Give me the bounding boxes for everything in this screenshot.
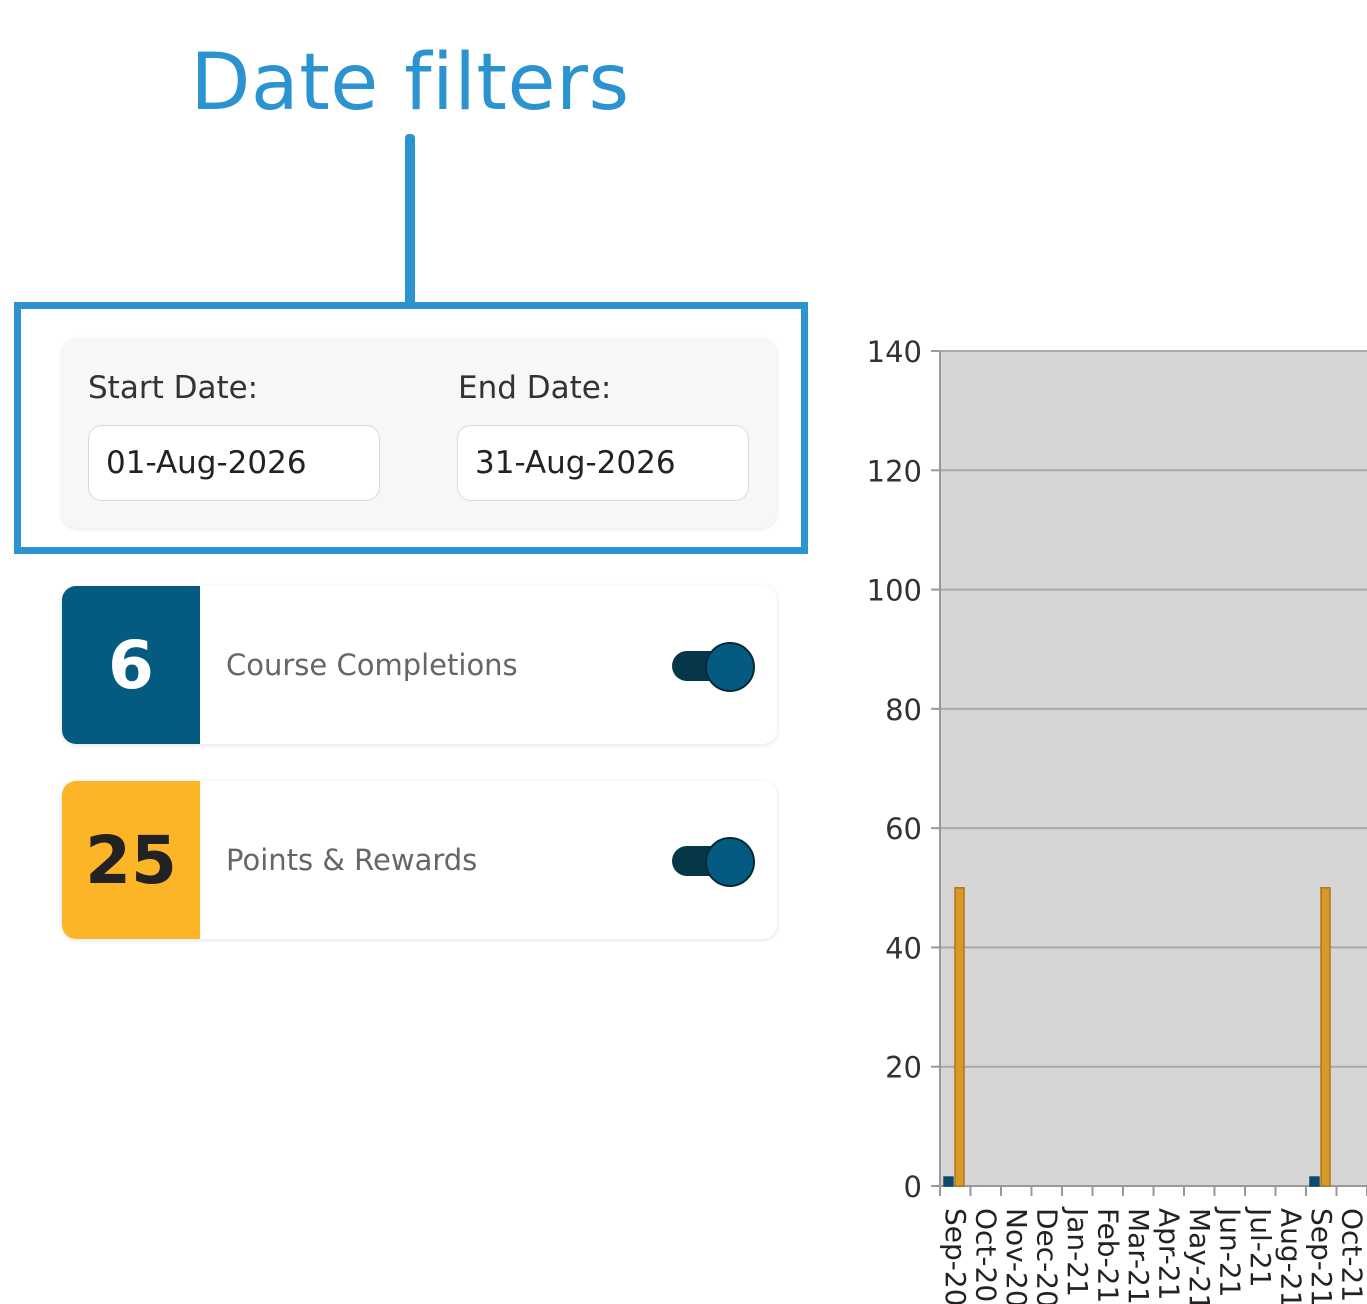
y-tick-label: 60 [885,812,922,846]
end-date-label: End Date: [458,370,612,406]
x-tick-label: Apr-21 [1153,1208,1186,1300]
toggle-knob [705,837,755,887]
date-filters-highlight [14,302,808,554]
x-tick-label: Sep-20 [939,1208,972,1304]
points-rewards-toggle[interactable] [672,837,755,887]
bar [954,887,965,1187]
course-completions-label: Course Completions [226,648,518,682]
x-tick-label: Jun-21 [1214,1206,1247,1297]
x-tick-label: Mar-21 [1122,1208,1155,1304]
plot-area [940,351,1367,1186]
toggle-knob [705,642,755,692]
x-tick-label: Aug-21 [1275,1208,1308,1304]
start-date-input[interactable] [88,425,380,501]
y-tick-label: 100 [867,574,922,608]
end-date-input[interactable] [457,425,749,501]
points-rewards-label: Points & Rewards [226,843,478,877]
y-tick-label: 20 [885,1051,922,1085]
x-tick-label: Oct-21 [1336,1208,1367,1302]
y-tick-label: 140 [867,335,922,369]
callout-connector [405,134,415,306]
x-tick-label: Feb-21 [1092,1208,1125,1303]
y-tick-label: 0 [904,1170,922,1204]
stat-card-points-rewards: 25 Points & Rewards [62,781,777,939]
points-rewards-count: 25 [62,781,200,939]
stat-card-course-completions: 6 Course Completions [62,586,777,744]
x-tick-label: Nov-20 [1000,1208,1033,1304]
y-tick-label: 120 [867,454,922,488]
x-tick-label: Sep-21 [1305,1208,1338,1304]
y-tick-label: 80 [885,693,922,727]
x-tick-label: Jul-21 [1244,1206,1277,1288]
bar [1320,887,1331,1187]
x-tick-label: Oct-20 [970,1208,1003,1302]
course-completions-count: 6 [62,586,200,744]
x-tick-label: Dec-20 [1031,1208,1064,1304]
x-tick-label: May-21 [1183,1208,1216,1304]
start-date-label: Start Date: [88,370,259,406]
bar [1309,1176,1320,1187]
course-completions-toggle[interactable] [672,642,755,692]
callout-title: Date filters [190,38,630,128]
bar [943,1176,954,1187]
date-filter-panel: Start Date: End Date: [62,338,777,528]
y-tick-label: 40 [885,931,922,965]
x-tick-label: Jan-21 [1061,1206,1094,1297]
